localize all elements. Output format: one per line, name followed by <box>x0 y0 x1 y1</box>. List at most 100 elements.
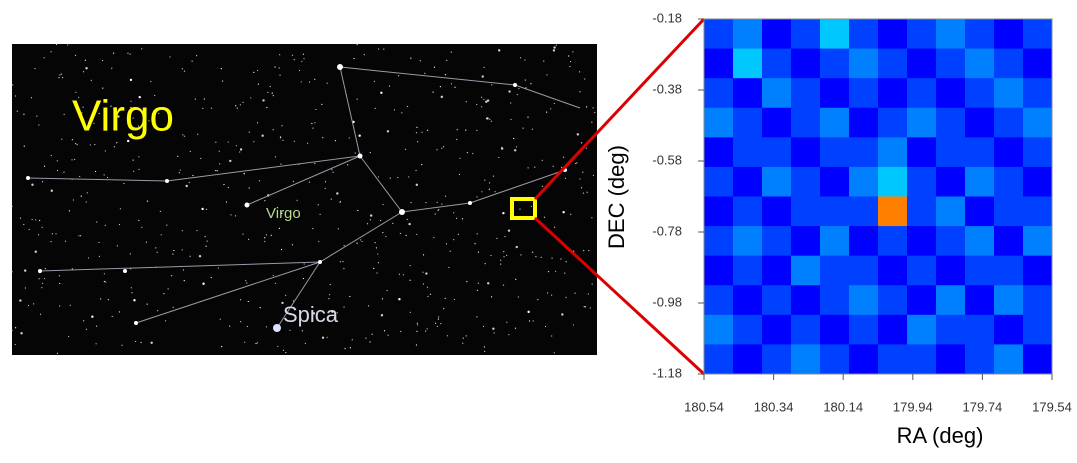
star <box>75 142 77 145</box>
star <box>250 97 252 99</box>
star <box>562 210 565 214</box>
star <box>405 148 407 150</box>
star <box>71 159 73 161</box>
star <box>256 122 259 124</box>
star <box>579 178 581 180</box>
heatmap-cell <box>878 255 908 286</box>
heatmap-cell <box>849 19 879 50</box>
star <box>127 52 129 54</box>
star <box>416 330 418 332</box>
star <box>330 198 332 200</box>
star <box>141 48 143 50</box>
heatmap-cell <box>704 285 734 316</box>
y-tick-label: -0.58 <box>652 152 682 167</box>
star <box>272 274 274 277</box>
star <box>398 298 401 301</box>
star <box>527 116 529 118</box>
star <box>462 342 464 344</box>
star <box>59 305 61 307</box>
heatmap-cell <box>994 196 1024 227</box>
star <box>409 279 411 281</box>
heatmap-cell <box>994 166 1024 197</box>
sky-background <box>12 44 597 355</box>
heatmap-cell <box>704 344 734 375</box>
heatmap-cell <box>878 226 908 257</box>
star <box>453 212 455 214</box>
star <box>422 283 425 285</box>
star <box>587 293 589 295</box>
star <box>71 268 73 270</box>
heatmap-cell <box>965 48 995 79</box>
star <box>425 330 427 332</box>
star <box>579 91 581 93</box>
star <box>154 119 156 121</box>
star <box>569 60 572 63</box>
constellation-label: Virgo <box>266 205 301 222</box>
star <box>553 102 555 105</box>
star <box>476 289 478 291</box>
star <box>455 217 458 219</box>
star <box>383 48 385 50</box>
star <box>202 107 204 110</box>
heatmap-cell <box>936 166 966 197</box>
star <box>277 345 279 348</box>
star <box>116 142 118 144</box>
heatmap-cell <box>1023 166 1053 197</box>
heatmap-cell <box>762 107 792 138</box>
star <box>312 127 314 129</box>
heatmap-cell <box>878 285 908 316</box>
star <box>60 73 62 75</box>
star <box>522 127 524 129</box>
heatmap-cell <box>907 314 937 345</box>
heatmap-cell <box>994 48 1024 79</box>
heatmap-cell <box>704 107 734 138</box>
heatmap-cell <box>1023 344 1053 375</box>
star <box>145 241 148 243</box>
star <box>426 129 429 131</box>
zoom-line <box>533 17 706 201</box>
star <box>357 209 359 212</box>
star <box>562 156 565 158</box>
star <box>517 296 519 298</box>
heatmap-cell <box>1023 196 1053 227</box>
star <box>55 43 58 46</box>
star <box>520 57 522 59</box>
star <box>513 83 517 87</box>
heatmap-cell <box>733 166 763 197</box>
star <box>366 223 369 225</box>
star <box>445 243 448 245</box>
constellation-line <box>276 261 321 329</box>
star <box>555 270 557 272</box>
star <box>500 259 502 261</box>
heatmap-cell <box>994 19 1024 50</box>
x-tick-label: 179.74 <box>963 399 1003 414</box>
star <box>243 173 245 175</box>
star <box>507 229 511 232</box>
star <box>138 95 141 99</box>
star <box>127 118 129 120</box>
star <box>301 330 303 332</box>
star <box>273 324 281 332</box>
star <box>552 49 556 52</box>
heatmap-cell <box>936 137 966 168</box>
star <box>281 212 283 215</box>
star <box>214 169 217 172</box>
star <box>274 156 277 158</box>
star <box>553 226 556 228</box>
star <box>458 173 461 176</box>
star <box>71 139 73 141</box>
star <box>564 177 567 179</box>
star <box>96 221 98 223</box>
star <box>24 287 26 289</box>
star <box>132 117 134 119</box>
star <box>410 57 412 59</box>
star <box>80 235 82 237</box>
star <box>307 142 309 144</box>
star <box>541 185 543 187</box>
star <box>361 240 363 243</box>
star <box>465 335 467 337</box>
heatmap-cell <box>907 196 937 227</box>
star <box>196 55 198 57</box>
star <box>393 109 395 111</box>
heatmap-cell <box>1023 314 1053 345</box>
